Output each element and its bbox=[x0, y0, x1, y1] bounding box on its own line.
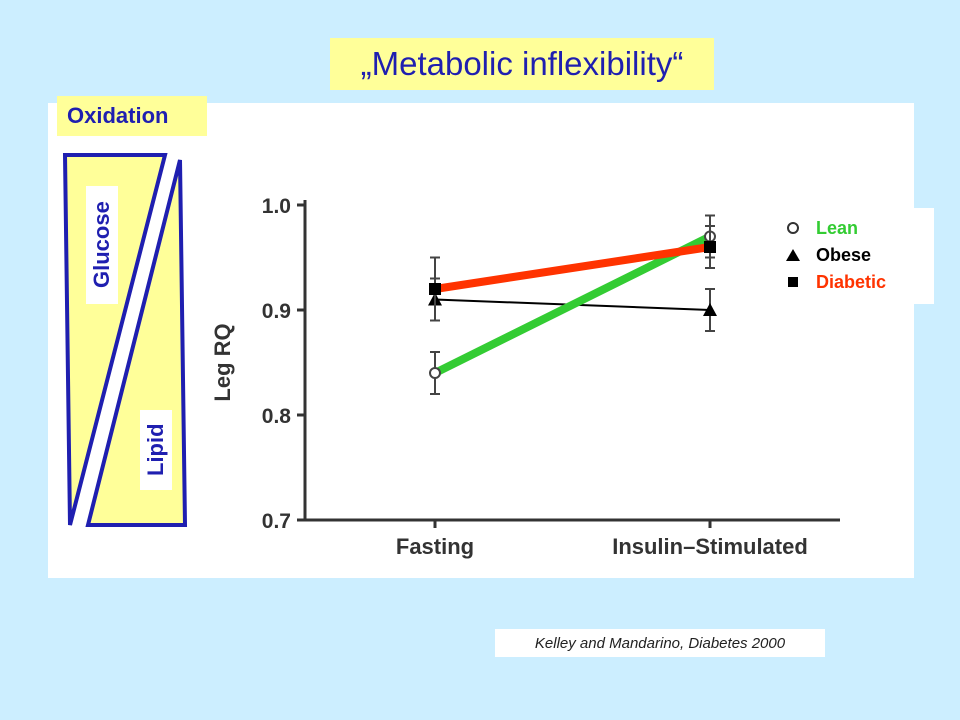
figure-panel bbox=[48, 103, 914, 578]
lipid-label: Lipid bbox=[140, 410, 172, 490]
diabetic-point bbox=[429, 283, 441, 295]
open-circle-icon bbox=[787, 222, 799, 234]
y-tick-label: 1.0 bbox=[262, 195, 291, 218]
legend-label: Diabetic bbox=[816, 272, 887, 292]
legend-item-lean: Lean bbox=[777, 216, 934, 242]
obese-point bbox=[703, 303, 717, 316]
oxidation-label: Oxidation bbox=[57, 96, 207, 136]
x-tick-label: Insulin–Stimulated bbox=[612, 534, 808, 559]
y-tick-label: 0.8 bbox=[262, 405, 292, 428]
legend-label: Lean bbox=[816, 218, 859, 238]
citation: Kelley and Mandarino, Diabetes 2000 bbox=[495, 629, 825, 657]
y-tick-label: 0.7 bbox=[262, 510, 291, 533]
filled-square-icon bbox=[788, 277, 798, 287]
glucose-label: Glucose bbox=[86, 186, 118, 304]
x-tick-label: Fasting bbox=[396, 534, 474, 559]
oxidation-wedge-diagram bbox=[62, 153, 188, 527]
diabetic-series-line bbox=[431, 243, 714, 293]
diabetic-point bbox=[704, 241, 716, 253]
legend: Lean Obese Diabetic bbox=[777, 208, 934, 304]
legend-label: Obese bbox=[816, 245, 872, 265]
legend-item-diabetic: Diabetic bbox=[777, 270, 934, 296]
y-axis-label: Leg RQ bbox=[210, 323, 235, 401]
leg-rq-chart: 0.7 0.8 0.9 1.0 Leg RQ Fasting Insulin–Stimula… bbox=[210, 195, 840, 559]
filled-triangle-icon bbox=[786, 249, 800, 261]
lean-point bbox=[429, 367, 441, 379]
legend-item-obese: Obese bbox=[777, 243, 934, 269]
slide-title: „Metabolic inflexibility“ bbox=[330, 38, 714, 90]
y-tick-label: 0.9 bbox=[262, 300, 291, 323]
lean-series-line bbox=[431, 232, 714, 377]
